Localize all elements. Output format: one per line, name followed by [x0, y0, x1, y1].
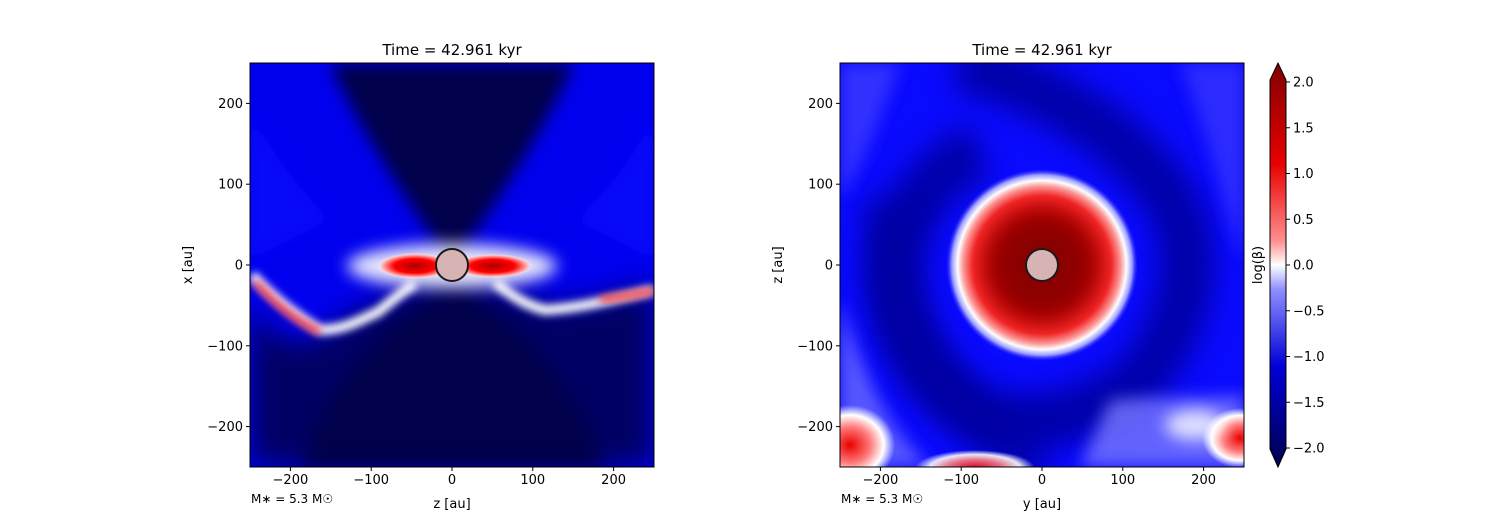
colorbar-tick-label: −1.5	[1293, 396, 1325, 411]
panel-right-ylabel: z [au]	[771, 246, 786, 283]
colorbar-tick-label: −1.0	[1293, 350, 1325, 365]
colorbar-tick-label: 2.0	[1293, 76, 1314, 91]
y-tick-label: −100	[797, 339, 833, 354]
panel-right-sink	[1025, 248, 1059, 282]
colorbar: 2.0 1.5 1.0 0.5 0.0 −0.5 −1.0 −1.5 −2.0 log(β)	[1251, 61, 1325, 469]
y-tick-label: 100	[218, 178, 243, 193]
panel-left-ticks: −200 −100 0 100 200 −200 −100 0 100 200	[207, 97, 626, 488]
panel-right-heatmap	[840, 63, 1244, 467]
colorbar-tick-label: 0.5	[1293, 213, 1314, 228]
x-tick-label: 0	[448, 473, 456, 488]
panel-left-sink	[435, 248, 469, 282]
y-tick-label: 200	[808, 97, 833, 112]
panel-left-heatmap	[250, 63, 654, 467]
panel-right-xlabel: y [au]	[1023, 497, 1061, 512]
panel-right-annotation: M∗ = 5.3 M☉	[841, 492, 923, 506]
y-tick-label: 0	[825, 259, 833, 274]
y-tick-label: 100	[808, 178, 833, 193]
x-tick-label: −100	[353, 473, 389, 488]
colorbar-tick-label: −2.0	[1293, 442, 1325, 457]
colorbar-body	[1269, 61, 1287, 469]
colorbar-tick-label: 1.5	[1293, 121, 1314, 136]
x-tick-label: 200	[601, 473, 626, 488]
colorbar-tick-label: 1.0	[1293, 167, 1314, 182]
panel-left: Time = 42.961 kyr −200 −100 0 100 200−200−1	[181, 41, 655, 512]
y-tick-label: −100	[207, 339, 243, 354]
y-tick-label: 200	[218, 97, 243, 112]
colorbar-tick-label: 0.0	[1293, 259, 1314, 274]
x-tick-label: −200	[273, 473, 309, 488]
panel-right-ticks: −200 −100 0 100 200 −200 −100 0 100 200	[797, 97, 1216, 488]
x-tick-label: −100	[943, 473, 979, 488]
panel-left-ylabel: x [au]	[181, 246, 196, 284]
x-tick-label: −200	[863, 473, 899, 488]
panel-left-xlabel: z [au]	[433, 497, 470, 512]
panel-right: Time = 42.961 kyr −200 −100 0 100 200 −200 −10…	[771, 41, 1245, 512]
panel-right-title: Time = 42.961 kyr	[971, 41, 1112, 59]
x-tick-label: 0	[1038, 473, 1046, 488]
panel-left-annotation: M∗ = 5.3 M☉	[251, 492, 333, 506]
colorbar-label: log(β)	[1251, 246, 1266, 284]
x-tick-label: 100	[520, 473, 545, 488]
colorbar-tick-label: −0.5	[1293, 304, 1325, 319]
y-tick-label: 0	[235, 259, 243, 274]
y-tick-label: −200	[207, 420, 243, 435]
y-tick-label: −200	[797, 420, 833, 435]
x-tick-label: 100	[1110, 473, 1135, 488]
x-tick-label: 200	[1191, 473, 1216, 488]
panel-left-title: Time = 42.961 kyr	[381, 41, 522, 59]
colorbar-ticks: 2.0 1.5 1.0 0.5 0.0 −0.5 −1.0 −1.5 −2.0	[1286, 76, 1325, 457]
